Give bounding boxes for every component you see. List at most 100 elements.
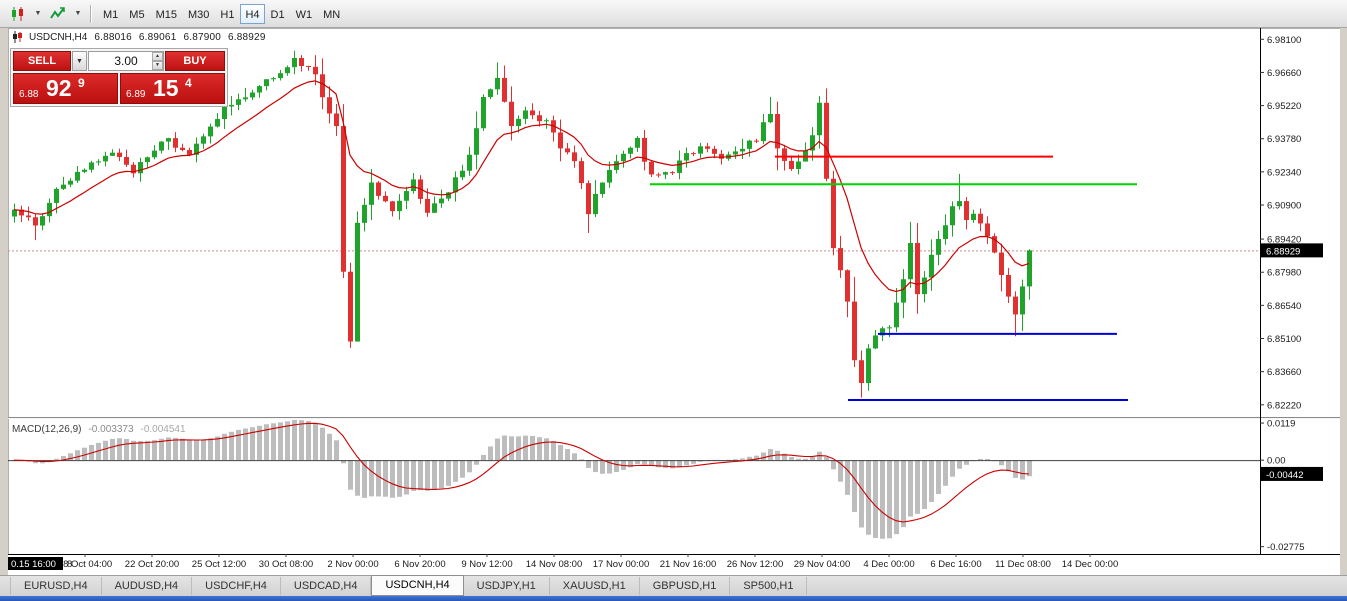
macd-signal-line (13, 422, 1030, 523)
svg-text:4 Dec 00:00: 4 Dec 00:00 (863, 559, 914, 570)
chart-canvas[interactable]: 6.98100 6.96660 6.95220 6.93780 6.92340 6.909… (8, 28, 1340, 575)
svg-text:6.89420: 6.89420 (1267, 235, 1301, 246)
timeframe-m1[interactable]: M1 (98, 4, 123, 24)
chart-tab-sp500-h1[interactable]: SP500,H1 (730, 577, 808, 595)
chart-tab-audusd-h4[interactable]: AUDUSD,H4 (102, 577, 193, 595)
bid-price-prefix: 6.88 (19, 89, 39, 100)
svg-text:6.96660: 6.96660 (1267, 68, 1301, 79)
symbol-mini-icon (13, 31, 22, 43)
symbol-ohlc-line: USDCNH,H4 6.88016 6.89061 6.87900 6.8892… (12, 31, 266, 43)
svg-text:11 Dec 08:00: 11 Dec 08:00 (995, 559, 1051, 570)
svg-text:6.98100: 6.98100 (1267, 35, 1301, 46)
one-click-trading-widget: SELL ▼ 3.00 ▲ ▼ BUY 6.88 92 9 (10, 48, 228, 107)
macd-signal-value: -0.004541 (140, 424, 186, 435)
svg-text:6.87980: 6.87980 (1267, 268, 1301, 279)
svg-text:6 Dec 16:00: 6 Dec 16:00 (930, 559, 981, 570)
svg-text:8: 8 (67, 559, 72, 570)
svg-text:6.90900: 6.90900 (1267, 201, 1301, 212)
volume-decrease-button[interactable]: ▼ (152, 61, 163, 70)
svg-text:6.85100: 6.85100 (1267, 334, 1301, 345)
svg-text:6.95220: 6.95220 (1267, 101, 1301, 112)
svg-text:14 Nov 08:00: 14 Nov 08:00 (526, 559, 583, 570)
timeframe-h4[interactable]: H4 (240, 3, 265, 24)
ask-price-big-digits: 15 (153, 75, 179, 101)
svg-text:2 Nov 00:00: 2 Nov 00:00 (327, 559, 378, 570)
svg-text:0.15 16:00: 0.15 16:00 (11, 559, 56, 570)
candlestick-chart-icon-svg (12, 6, 23, 21)
volume-dropdown-button[interactable]: ▼ (72, 51, 87, 71)
ask-price-point: 4 (185, 76, 192, 90)
indicator-dropdown-icon[interactable]: ▼ (74, 10, 82, 17)
macd-indicator-label: MACD(12,26,9) -0.003373 -0.004541 (12, 424, 186, 435)
volume-increase-button[interactable]: ▲ (152, 52, 163, 61)
macd-axis: 0.0119 0.00 -0.02775 (1260, 419, 1305, 553)
macd-name: MACD(12,26,9) (12, 424, 82, 435)
chart-type-dropdown-icon[interactable]: ▼ (34, 10, 42, 17)
svg-text:6.92340: 6.92340 (1267, 167, 1301, 178)
timeframe-m30[interactable]: M30 (183, 4, 214, 24)
timeframe-buttons: M1 M5 M15 M30 H1 H4 D1 W1 MN (98, 3, 345, 24)
chart-window[interactable]: 6.98100 6.96660 6.95220 6.93780 6.92340 6.909… (8, 28, 1340, 575)
svg-text:17 Nov 00:00: 17 Nov 00:00 (593, 559, 650, 570)
sell-button[interactable]: SELL (13, 51, 71, 71)
toolbar-separator (90, 4, 92, 23)
svg-text:6.93780: 6.93780 (1267, 134, 1301, 145)
bottom-status-strip (0, 596, 1347, 601)
close-value: 6.88929 (228, 31, 266, 43)
top-toolbar: ▼ ▼ M1 M5 M15 M30 H1 H4 D1 W1 MN (0, 0, 1347, 28)
ma-line (13, 80, 1030, 293)
ask-price-panel[interactable]: 6.89 15 4 (120, 73, 225, 104)
macd-histogram-layer (12, 419, 1032, 539)
macd-main-value: -0.003373 (88, 424, 134, 435)
trade-controls-row: SELL ▼ 3.00 ▲ ▼ BUY (13, 51, 225, 71)
macd-value-badge (1261, 466, 1323, 481)
volume-field[interactable]: 3.00 ▲ ▼ (88, 51, 164, 71)
chart-tab-usdchf-h4[interactable]: USDCHF,H4 (192, 577, 281, 595)
svg-text:-0.02775: -0.02775 (1267, 542, 1305, 553)
svg-text:0.0119: 0.0119 (1267, 419, 1295, 430)
svg-text:29 Nov 04:00: 29 Nov 04:00 (794, 559, 851, 570)
indicator-zigzag-icon[interactable] (45, 2, 71, 26)
chart-tab-eurusd-h4[interactable]: EURUSD,H4 (10, 577, 102, 595)
timeframe-m5[interactable]: M5 (124, 4, 149, 24)
bid-price-big-digits: 92 (46, 75, 72, 101)
ask-price-prefix: 6.89 (126, 89, 146, 100)
candlestick-chart-icon[interactable] (5, 2, 31, 26)
volume-steppers: ▲ ▼ (152, 52, 163, 70)
timeframe-m15[interactable]: M15 (151, 4, 182, 24)
chart-tab-usdjpy-h1[interactable]: USDJPY,H1 (464, 577, 550, 595)
chart-tab-xauusd-h1[interactable]: XAUUSD,H1 (550, 577, 640, 595)
svg-text:6.88929: 6.88929 (1266, 246, 1300, 257)
timeframe-w1[interactable]: W1 (291, 4, 318, 24)
chart-tab-usdcad-h4[interactable]: USDCAD,H4 (281, 577, 372, 595)
bid-price-point: 9 (78, 76, 85, 90)
current-price-badge (1261, 243, 1323, 258)
timeframe-h1[interactable]: H1 (215, 4, 239, 24)
chart-tab-gbpusd-h1[interactable]: GBPUSD,H1 (640, 577, 731, 595)
bid-price-panel[interactable]: 6.88 92 9 (13, 73, 118, 104)
svg-text:6.82220: 6.82220 (1267, 400, 1301, 411)
symbol-period-label: USDCNH,H4 (29, 31, 88, 43)
timeframe-d1[interactable]: D1 (266, 4, 290, 24)
low-value: 6.87900 (183, 31, 222, 43)
open-value: 6.88016 (94, 31, 132, 43)
svg-text:21 Nov 16:00: 21 Nov 16:00 (660, 559, 717, 570)
buy-button[interactable]: BUY (165, 51, 225, 71)
time-cursor-box (8, 557, 63, 570)
time-axis: 18 Oct 04:00 22 Oct 20:00 25 Oct 12:00 30 O… (8, 554, 1118, 570)
high-value: 6.89061 (138, 31, 177, 43)
svg-text:30 Oct 08:00: 30 Oct 08:00 (259, 559, 313, 570)
svg-text:-0.00442: -0.00442 (1266, 470, 1304, 481)
candles-layer (12, 50, 1032, 398)
indicator-zigzag-icon-svg (50, 6, 65, 19)
svg-text:22 Oct 20:00: 22 Oct 20:00 (125, 559, 179, 570)
chart-tab-usdcnh-h4[interactable]: USDCNH,H4 (371, 575, 464, 596)
svg-text:6.86540: 6.86540 (1267, 301, 1301, 312)
svg-text:14 Dec 00:00: 14 Dec 00:00 (1062, 559, 1119, 570)
chart-tab-bar: EURUSD,H4 AUDUSD,H4 USDCHF,H4 USDCAD,H4 USDC… (0, 575, 1347, 596)
svg-text:18 Oct 04:00: 18 Oct 04:00 (58, 559, 112, 570)
svg-text:6 Nov 20:00: 6 Nov 20:00 (394, 559, 445, 570)
svg-text:6.83660: 6.83660 (1267, 367, 1301, 378)
timeframe-mn[interactable]: MN (318, 4, 345, 24)
svg-text:0.00: 0.00 (1267, 456, 1286, 467)
